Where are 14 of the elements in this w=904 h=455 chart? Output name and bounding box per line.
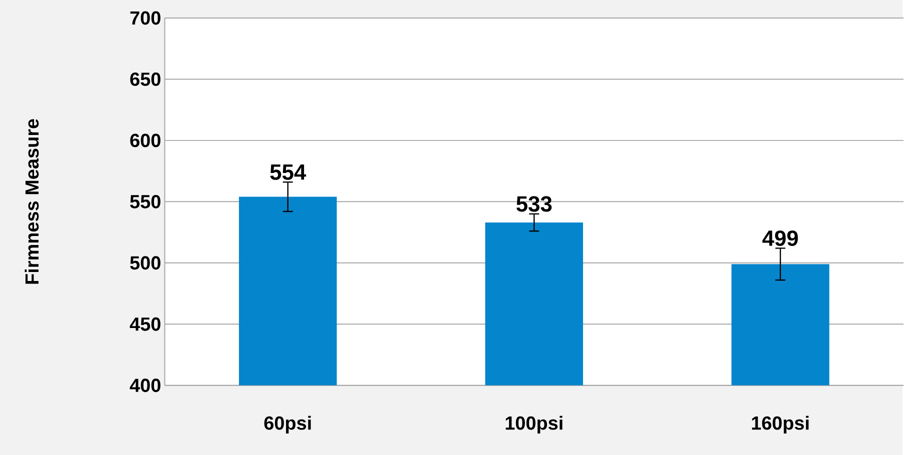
y-tick-label: 700 bbox=[130, 11, 160, 25]
y-tick-label: 550 bbox=[130, 194, 160, 208]
y-tick-label: 500 bbox=[130, 256, 160, 270]
data-label: 533 bbox=[516, 196, 552, 212]
x-tick-label: 100psi bbox=[506, 416, 562, 434]
y-tick-label: 600 bbox=[130, 134, 160, 148]
y-axis-title: Firmness Measure bbox=[24, 118, 39, 284]
x-tick-label: 60psi bbox=[264, 416, 311, 434]
data-label: 554 bbox=[270, 164, 306, 180]
data-label: 499 bbox=[762, 230, 798, 246]
y-tick-label: 400 bbox=[130, 378, 160, 392]
y-tick-label: 650 bbox=[130, 72, 160, 86]
x-tick-label: 160psi bbox=[752, 416, 809, 434]
y-tick-label: 450 bbox=[130, 317, 160, 331]
